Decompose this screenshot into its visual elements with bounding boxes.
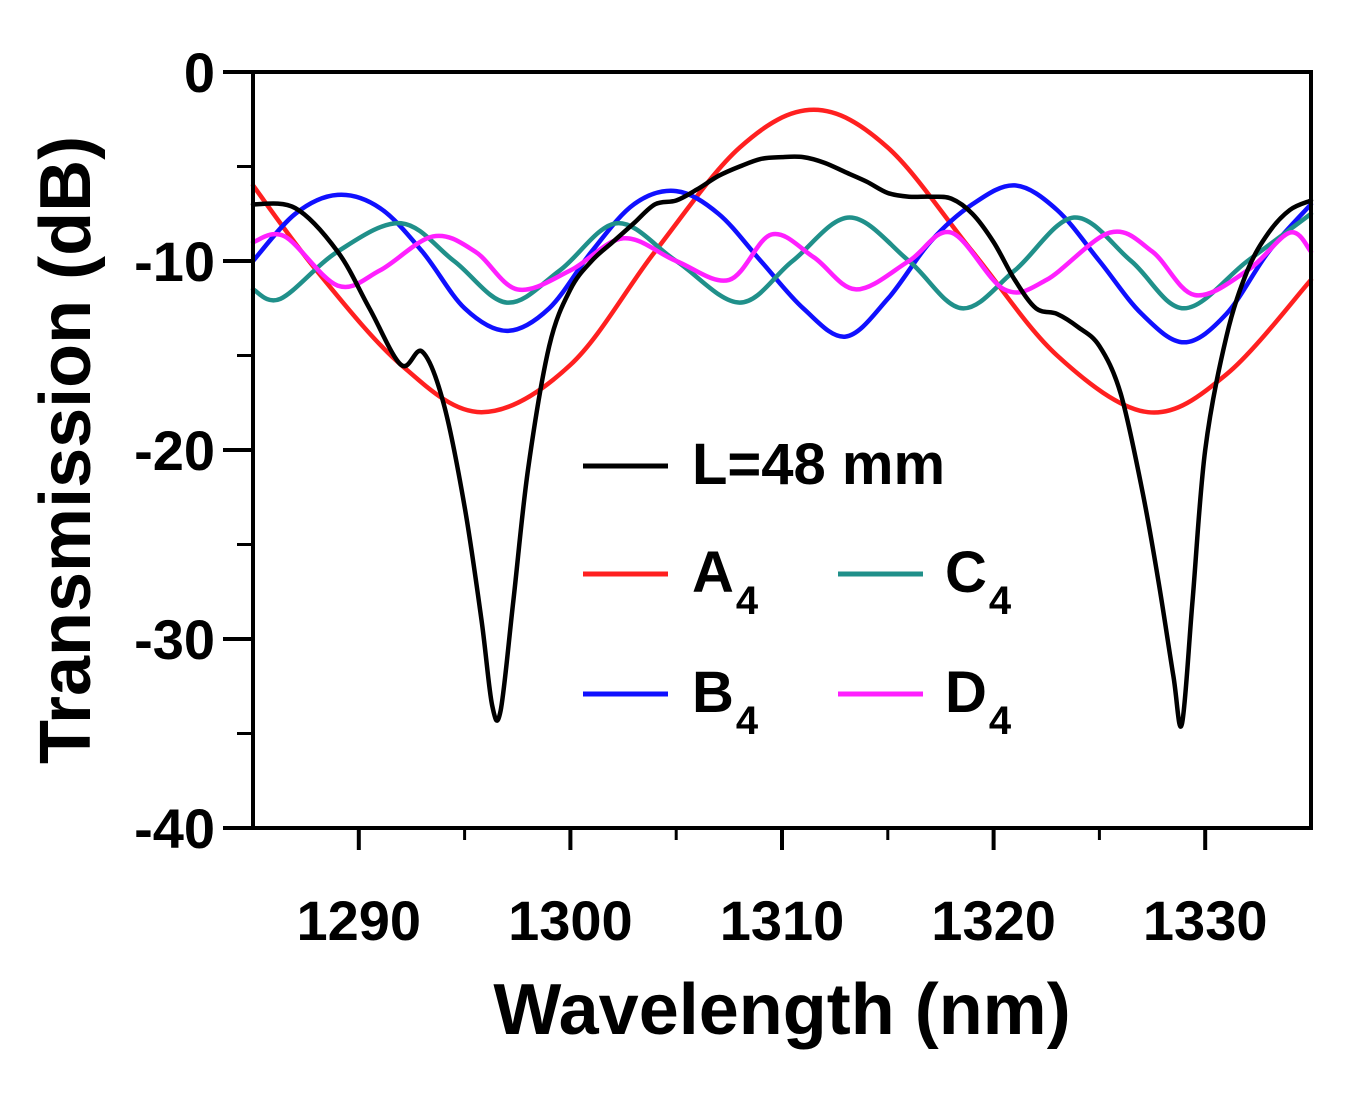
legend-label-d4: D4 — [945, 660, 1012, 743]
x-tick-label-1310: 1310 — [720, 889, 845, 952]
x-tick-label-1320: 1320 — [931, 889, 1056, 952]
x-axis-title: Wavelength (nm) — [493, 970, 1070, 1050]
x-tick-label-1290: 1290 — [297, 889, 422, 952]
series-line-a4 — [250, 107, 1314, 415]
series-line-c4 — [250, 211, 1314, 311]
x-tick-label-1300: 1300 — [508, 889, 633, 952]
legend-label-c4: C4 — [945, 540, 1012, 623]
y-tick-label-0: 0 — [184, 41, 215, 104]
legend: L=48 mm A4 C4 B4 D4 — [583, 432, 1012, 743]
series-line-d4 — [250, 229, 1314, 298]
series-line-l-48-mm — [250, 154, 1314, 729]
legend-label-a4: A4 — [692, 540, 759, 623]
y-tick-label--40: -40 — [134, 797, 215, 860]
y-tick-label--20: -20 — [134, 419, 215, 482]
y-tick-label--10: -10 — [134, 230, 215, 293]
series-layer — [250, 107, 1314, 729]
y-tick-label--30: -30 — [134, 608, 215, 671]
series-line-b4 — [250, 183, 1314, 345]
tick-layer: 1290 1300 1310 1320 1330 0 -10 -20 -30 -40 — [134, 41, 1267, 952]
legend-label-l48: L=48 mm — [692, 432, 945, 497]
legend-label-b4: B4 — [692, 660, 759, 743]
x-tick-label-1330: 1330 — [1143, 889, 1268, 952]
y-axis-title: Transmission (dB) — [26, 136, 106, 764]
